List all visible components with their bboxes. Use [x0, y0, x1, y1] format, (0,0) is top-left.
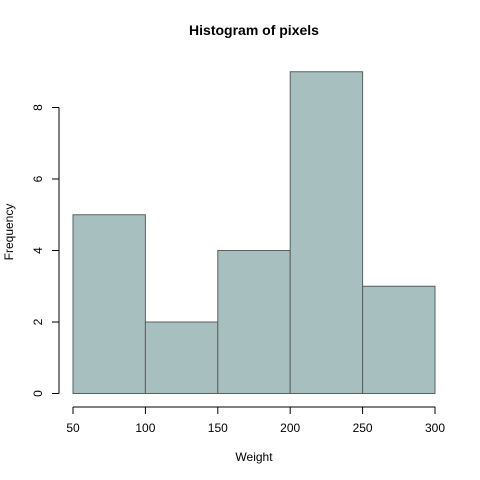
y-axis: 0 2 4 6 8: [31, 104, 60, 397]
x-tick-label-100: 100: [135, 421, 155, 435]
histogram-bar-250-300: [362, 285, 436, 394]
y-tick-label-8: 8: [31, 104, 45, 111]
bars-layer: [72, 71, 436, 394]
x-tick-label-200: 200: [280, 421, 300, 435]
x-tick-label-300: 300: [425, 421, 445, 435]
x-tick-label-50: 50: [66, 421, 80, 435]
y-tick-label-2: 2: [31, 318, 45, 325]
histogram-bar-150-200: [217, 250, 291, 394]
y-tick-label-0: 0: [31, 390, 45, 397]
x-tick-label-150: 150: [208, 421, 228, 435]
y-tick-label-6: 6: [31, 175, 45, 182]
histogram-bar-50-100: [72, 214, 146, 394]
y-axis-label: Frequency: [2, 204, 16, 261]
x-axis-label: Weight: [235, 450, 273, 464]
x-axis: 50 100 150 200 250 300: [66, 406, 445, 435]
histogram-bar-100-150: [144, 321, 219, 394]
histogram-bar-200-250: [289, 71, 364, 394]
chart-title: Histogram of pixels: [189, 22, 319, 38]
x-tick-label-250: 250: [353, 421, 373, 435]
y-tick-label-4: 4: [31, 247, 45, 254]
